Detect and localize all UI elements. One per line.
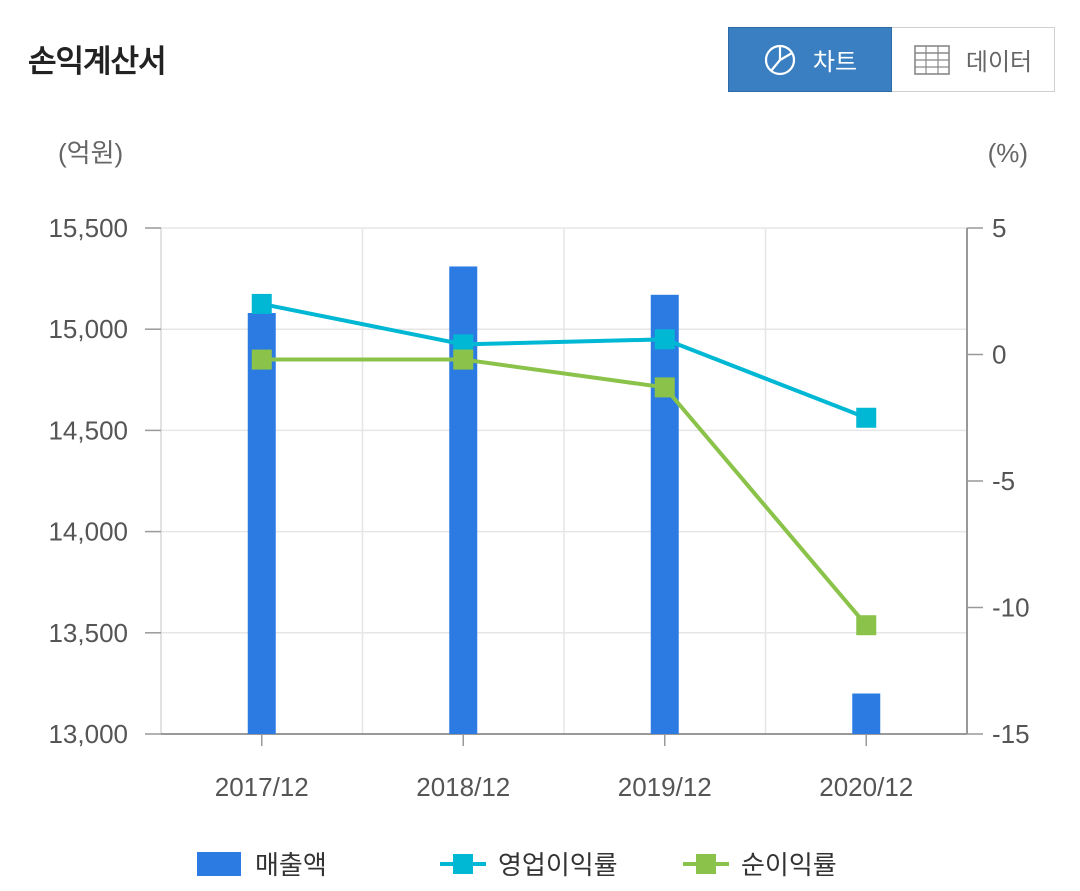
x-axis-tick-label: 2019/12 xyxy=(618,772,712,802)
chart-legend: 매출액 영업이익률 순이익률 xyxy=(0,845,1080,882)
page-title: 손익계산서 xyxy=(28,44,167,80)
net-margin-point xyxy=(654,377,675,398)
revenue-bar xyxy=(852,693,881,734)
data-view-button[interactable]: 데이터 xyxy=(892,27,1055,92)
chart-view-label: 차트 xyxy=(812,48,858,76)
net-margin-point xyxy=(251,349,272,370)
view-toggle: 차트 데이터 xyxy=(728,27,1055,92)
operating-margin-point xyxy=(856,407,877,428)
legend-item-revenue[interactable]: 매출액 xyxy=(197,845,327,882)
x-axis-tick-label: 2020/12 xyxy=(819,772,913,802)
right-axis-tick-label: -5 xyxy=(992,466,1015,496)
table-grid-icon xyxy=(914,44,950,75)
pie-chart-icon xyxy=(763,43,797,77)
legend-swatch-net-margin xyxy=(683,852,729,876)
legend-swatch-revenue xyxy=(197,851,241,876)
net-margin-point xyxy=(856,615,877,636)
legend-swatch-operating-margin xyxy=(440,852,486,876)
operating-margin-line xyxy=(261,301,867,420)
revenue-bar xyxy=(247,313,276,734)
right-axis-tick-label: 0 xyxy=(992,340,1006,370)
right-axis-tick-label: -10 xyxy=(992,593,1030,623)
legend-label-operating-margin: 영업이익률 xyxy=(498,851,618,881)
revenue-bar xyxy=(650,294,679,734)
right-axis-tick-label: 5 xyxy=(992,213,1006,243)
operating-margin-point xyxy=(654,329,675,350)
chart-view-button[interactable]: 차트 xyxy=(728,27,892,92)
x-axis-tick-label: 2017/12 xyxy=(215,772,309,802)
operating-margin-point xyxy=(453,334,474,355)
left-axis-tick-label: 13,000 xyxy=(48,719,128,749)
net-margin-line xyxy=(261,357,868,627)
left-axis-tick-label: 15,000 xyxy=(48,314,128,344)
legend-label-net-margin: 순이익률 xyxy=(741,851,837,881)
legend-label-revenue: 매출액 xyxy=(255,851,327,881)
x-axis-tick-label: 2018/12 xyxy=(416,772,510,802)
left-axis-tick-label: 13,500 xyxy=(48,618,128,648)
right-axis-unit-label: (%) xyxy=(988,138,1028,168)
net-margin-point xyxy=(453,349,474,370)
data-view-label: 데이터 xyxy=(965,48,1033,76)
operating-margin-point xyxy=(251,293,272,314)
left-axis-unit-label: (억원) xyxy=(58,138,123,168)
left-axis-tick-label: 15,500 xyxy=(48,213,128,243)
legend-item-operating-margin[interactable]: 영업이익률 xyxy=(440,845,618,882)
legend-item-net-margin[interactable]: 순이익률 xyxy=(683,845,837,882)
right-axis-tick-label: -15 xyxy=(992,719,1030,749)
left-axis-tick-label: 14,500 xyxy=(48,415,128,445)
left-axis-tick-label: 14,000 xyxy=(48,517,128,547)
